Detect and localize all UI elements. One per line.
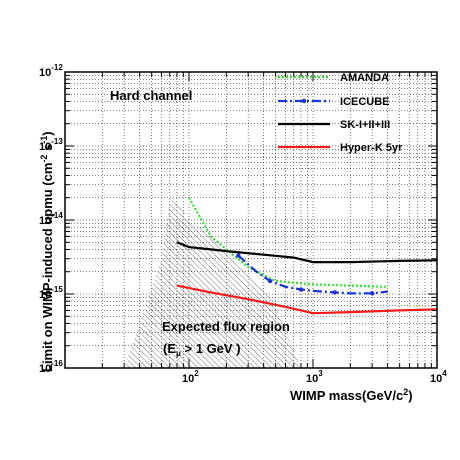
y-tick-label: 10-12 [39, 63, 63, 79]
region-label-line1: Expected flux region [162, 319, 290, 334]
region-area [124, 201, 301, 368]
x-tick-label: 102 [182, 369, 199, 385]
y-tick-label: 10-16 [39, 359, 63, 375]
x-tick-label: 104 [430, 369, 447, 385]
legend-label: AMANDA [340, 72, 389, 84]
y-axis-label-end: ) [40, 131, 55, 135]
y-axis-label-sup2: -1 [39, 136, 49, 144]
series-lines [176, 197, 438, 315]
legend-label: ICECUBE [340, 96, 390, 108]
expected-flux-region [124, 201, 301, 368]
region-label-paren: (E [163, 341, 176, 356]
x-axis-label-sup: 2 [403, 387, 408, 397]
x-axis-label-text: WIMP mass(GeV/c [290, 388, 403, 403]
series-point-icecube [236, 253, 241, 258]
series-point-icecube [267, 278, 273, 284]
y-tick-label: 10-13 [39, 137, 63, 153]
y-axis-label-sup1: -2 [39, 155, 49, 163]
x-axis-label-end: ) [408, 388, 412, 403]
x-axis-label: WIMP mass(GeV/c2) [290, 387, 413, 403]
tick-labels: 102 103 104 10-16 10-15 10-14 10-13 10-12 [39, 63, 447, 385]
axis-ticks [64, 72, 437, 369]
legend: AMANDA ICECUBE SK-I+II+III Hyper-K 5yr [278, 72, 403, 154]
panel-label: Hard channel [110, 88, 192, 103]
y-axis-label-text: Limit on WIMP-induced upmu (cm [40, 163, 55, 372]
legend-label: Hyper-K 5yr [340, 142, 403, 154]
region-label-rest: > 1 GeV ) [181, 341, 241, 356]
legend-swatch-point [301, 98, 307, 104]
y-tick-label: 10-15 [39, 285, 63, 301]
series-line-hyper-k-5yr [176, 284, 438, 315]
y-axis-label: Limit on WIMP-induced upmu (cm-2 s-1) [39, 131, 55, 372]
series-point-icecube [298, 287, 304, 292]
y-tick-label: 10-14 [39, 211, 63, 227]
y-axis-label-mid: s [40, 144, 55, 155]
series-point-icecube [369, 291, 375, 296]
region-label-line2: (Eμ > 1 GeV ) [163, 341, 241, 358]
x-tick-label: 103 [306, 369, 323, 385]
series-point-icecube [332, 290, 338, 295]
region-annotation: Expected flux region (Eμ > 1 GeV ) [162, 319, 290, 358]
legend-label: SK-I+II+III [340, 119, 390, 131]
region-label-sub: μ [176, 349, 181, 358]
series-line-amanda [188, 197, 388, 288]
series-line-sk-i-ii-iii [176, 241, 438, 264]
